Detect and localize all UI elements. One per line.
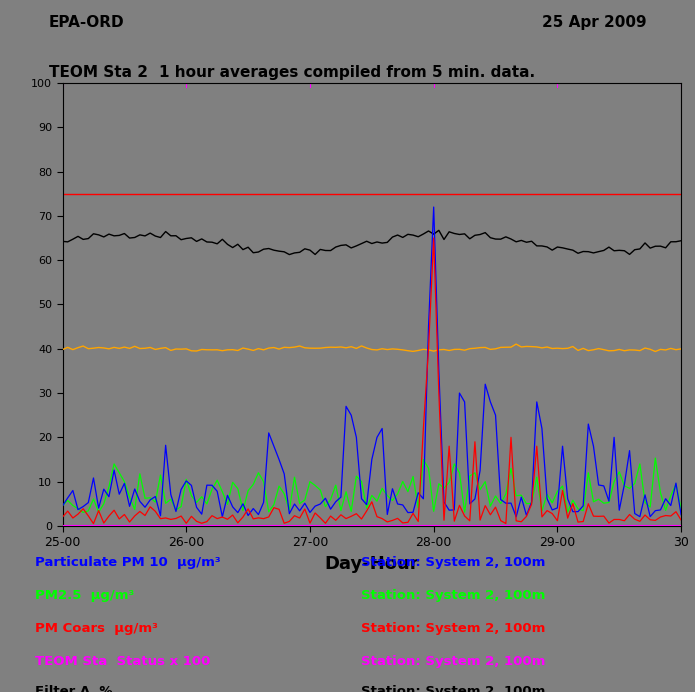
Text: PM2.5  μg/m³: PM2.5 μg/m³ — [35, 589, 134, 602]
Text: TEOM Sta  Status x 100: TEOM Sta Status x 100 — [35, 655, 210, 668]
Text: Particulate PM 10  μg/m³: Particulate PM 10 μg/m³ — [35, 556, 220, 569]
Text: Station: System 2, 100m: Station: System 2, 100m — [361, 556, 546, 569]
Text: Filter A  %: Filter A % — [35, 685, 113, 692]
Text: 25 Apr 2009: 25 Apr 2009 — [541, 15, 646, 30]
Text: Station: System 2, 100m: Station: System 2, 100m — [361, 685, 546, 692]
Text: TEOM Sta 2: TEOM Sta 2 — [49, 65, 147, 80]
Text: Station: System 2, 100m: Station: System 2, 100m — [361, 589, 546, 602]
X-axis label: Day-Hour: Day-Hour — [325, 555, 419, 573]
Text: Station: System 2, 100m: Station: System 2, 100m — [361, 622, 546, 635]
Text: PM Coars  μg/m³: PM Coars μg/m³ — [35, 622, 158, 635]
Text: Station: System 2, 100m: Station: System 2, 100m — [361, 655, 546, 668]
Text: EPA-ORD: EPA-ORD — [49, 15, 124, 30]
Text: 1 hour averages compiled from 5 min. data.: 1 hour averages compiled from 5 min. dat… — [159, 65, 536, 80]
